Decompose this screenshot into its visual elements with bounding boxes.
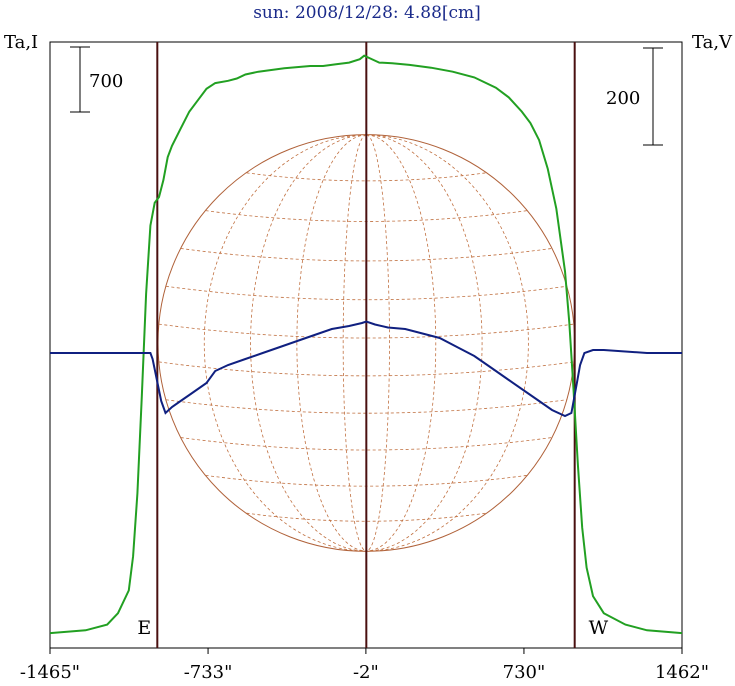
chart-title: sun: 2008/12/28: 4.88[cm] bbox=[253, 3, 481, 23]
x-tick-label: 1462" bbox=[655, 662, 709, 683]
meridian-line bbox=[250, 134, 367, 552]
x-tick-label: -733" bbox=[184, 662, 233, 683]
series-line-ta-v bbox=[50, 320, 682, 418]
right-axis-label: Ta,V bbox=[692, 32, 733, 53]
parallel-line bbox=[165, 285, 567, 301]
meridian-line bbox=[296, 134, 367, 552]
x-tick-label: -1465" bbox=[20, 662, 80, 683]
scale-bar-ta-i: 700 bbox=[70, 46, 123, 113]
meridian-line bbox=[366, 134, 529, 552]
parallel-line bbox=[180, 437, 552, 451]
meridian-line bbox=[366, 134, 483, 552]
x-tick-label: 730" bbox=[503, 662, 546, 683]
meridian-line bbox=[366, 134, 437, 552]
x-tick-label: -2" bbox=[353, 662, 379, 683]
scale-bar-ta-v: 200 bbox=[606, 47, 663, 146]
series-line-ta-i bbox=[49, 54, 683, 635]
parallel-line bbox=[158, 361, 574, 377]
scale-bar-ta-v-label: 200 bbox=[606, 88, 640, 109]
parallel-line bbox=[180, 248, 552, 262]
meridian-line bbox=[366, 134, 390, 552]
x-axis: -1465" -733" -2" 730" 1462" bbox=[20, 648, 709, 683]
limb-marker-label: W bbox=[589, 617, 609, 639]
parallel-line bbox=[158, 323, 574, 339]
meridian-line bbox=[203, 134, 367, 552]
parallel-line bbox=[246, 512, 487, 522]
parallel-line bbox=[165, 399, 567, 414]
limb-marker-label: E bbox=[137, 617, 151, 639]
left-axis-label: Ta,I bbox=[4, 32, 38, 53]
scale-bar-ta-i-label: 700 bbox=[89, 71, 123, 92]
meridian-line bbox=[342, 134, 367, 552]
parallel-line bbox=[246, 172, 487, 182]
